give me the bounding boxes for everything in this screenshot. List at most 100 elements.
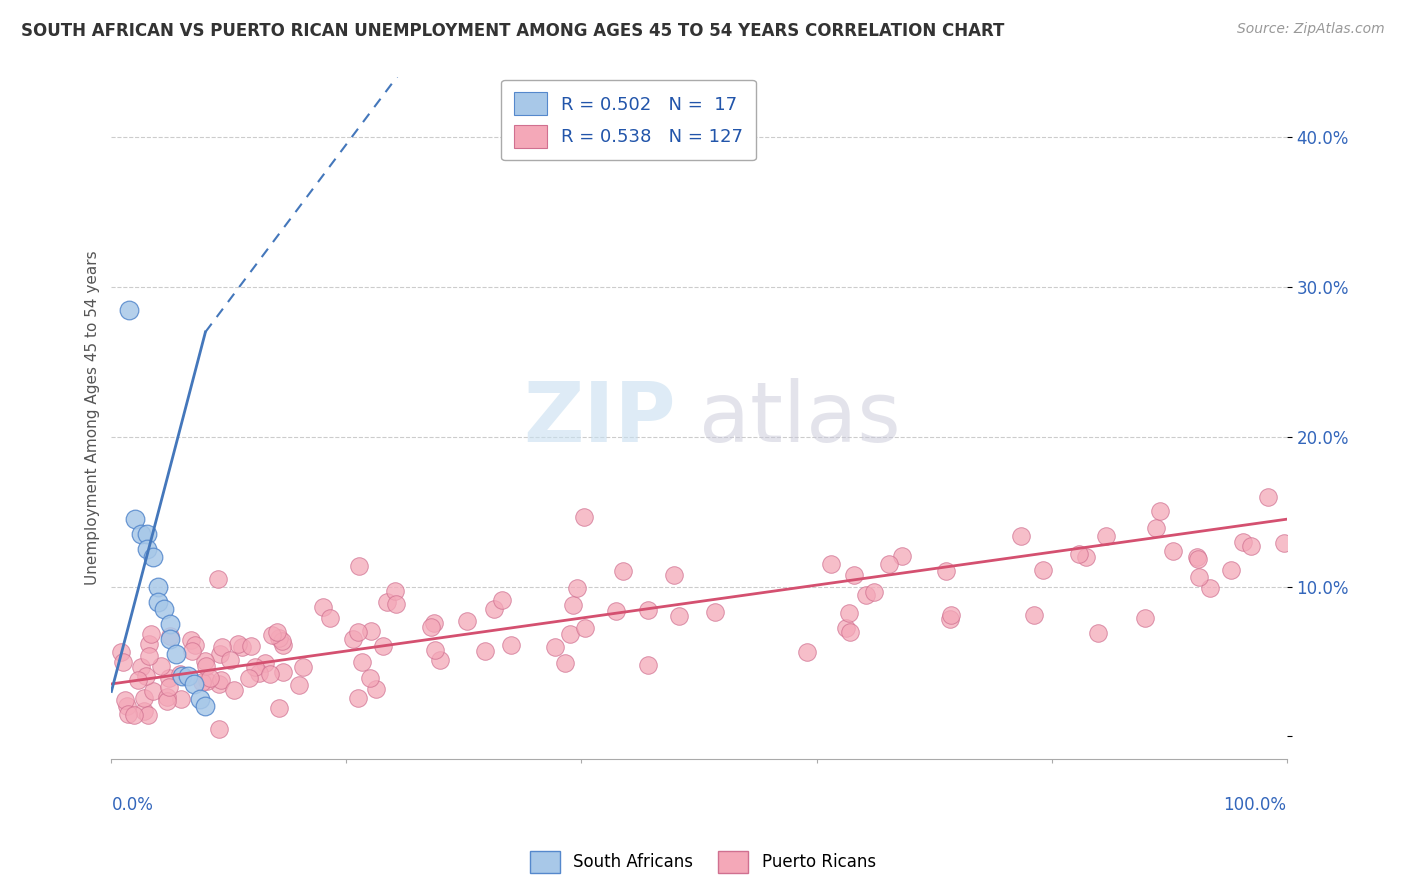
Point [219,653,242,667]
Point [200,672,222,686]
Point [153,602,176,616]
Point [129,527,152,541]
Point [1272,536,1295,550]
Point [1144,521,1167,535]
Point [148,594,170,608]
Point [136,707,159,722]
Point [132,704,155,718]
Point [543,640,565,654]
Point [474,644,496,658]
Point [238,671,260,685]
Point [150,659,173,673]
Point [170,692,193,706]
Point [1022,607,1045,622]
Point [1149,503,1171,517]
Point [668,609,690,624]
Point [270,634,292,648]
Text: 0.0%: 0.0% [111,797,153,814]
Point [194,658,217,673]
Point [554,657,576,671]
Point [572,510,595,524]
Point [115,698,138,713]
Point [231,640,253,655]
Point [834,622,856,636]
Point [662,567,685,582]
Point [194,699,217,714]
Point [877,558,900,572]
Text: 100.0%: 100.0% [1223,797,1286,814]
Point [183,677,205,691]
Point [259,667,281,681]
Point [319,611,342,625]
Point [1239,539,1261,553]
Point [271,638,294,652]
Point [271,665,294,680]
Point [567,582,589,596]
Point [122,708,145,723]
Point [222,682,245,697]
Point [420,620,443,634]
Point [562,598,585,612]
Point [269,701,291,715]
Point [1199,581,1222,595]
Point [157,671,180,685]
Point [342,632,364,647]
Point [141,626,163,640]
Point [129,659,152,673]
Point [346,690,368,705]
Point [118,302,141,317]
Point [207,572,229,586]
Y-axis label: Unemployment Among Ages 45 to 54 years: Unemployment Among Ages 45 to 54 years [86,251,100,585]
Point [612,564,634,578]
Point [127,673,149,688]
Point [1095,529,1118,543]
Point [637,603,659,617]
Point [135,527,157,541]
Point [267,631,290,645]
Point [371,639,394,653]
Point [347,559,370,574]
Point [170,669,193,683]
Point [935,564,957,578]
Point [637,657,659,672]
Point [1257,490,1279,504]
Point [1087,626,1109,640]
Point [243,660,266,674]
Point [138,648,160,663]
Point [375,595,398,609]
Point [194,654,217,668]
Point [211,640,233,654]
Point [501,638,523,652]
Point [132,691,155,706]
Point [704,605,727,619]
Point [364,681,387,696]
Point [226,637,249,651]
Point [165,647,187,661]
Point [491,593,513,607]
Point [1074,550,1097,565]
Point [142,683,165,698]
Text: Source: ZipAtlas.com: Source: ZipAtlas.com [1237,22,1385,37]
Point [110,645,132,659]
Point [262,628,284,642]
Point [208,647,231,661]
Text: SOUTH AFRICAN VS PUERTO RICAN UNEMPLOYMENT AMONG AGES 45 TO 54 YEARS CORRELATION: SOUTH AFRICAN VS PUERTO RICAN UNEMPLOYME… [21,22,1004,40]
Point [360,624,382,639]
Point [240,639,263,653]
Point [157,680,180,694]
Point [359,672,381,686]
Point [180,632,202,647]
Point [939,608,962,623]
Point [169,667,191,681]
Point [350,655,373,669]
Point [429,653,451,667]
Point [124,512,146,526]
Point [209,673,232,688]
Point [838,624,860,639]
Point [208,677,231,691]
Point [855,589,877,603]
Point [159,632,181,646]
Point [891,549,914,563]
Point [195,674,218,689]
Point [560,626,582,640]
